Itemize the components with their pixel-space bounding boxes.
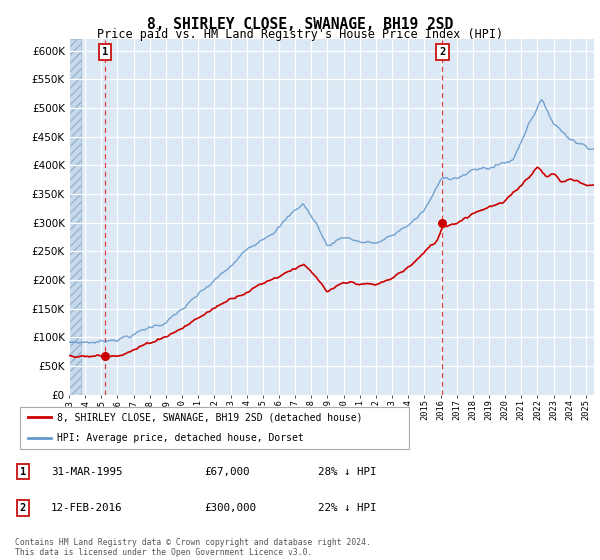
Text: £300,000: £300,000: [204, 503, 256, 513]
Text: 8, SHIRLEY CLOSE, SWANAGE, BH19 2SD: 8, SHIRLEY CLOSE, SWANAGE, BH19 2SD: [147, 17, 453, 32]
Text: 2: 2: [439, 46, 446, 57]
Text: Price paid vs. HM Land Registry's House Price Index (HPI): Price paid vs. HM Land Registry's House …: [97, 28, 503, 41]
Text: HPI: Average price, detached house, Dorset: HPI: Average price, detached house, Dors…: [58, 433, 304, 444]
Text: 1: 1: [20, 466, 26, 477]
FancyBboxPatch shape: [20, 407, 409, 449]
Text: £67,000: £67,000: [204, 466, 250, 477]
Text: 2: 2: [20, 503, 26, 513]
Text: 31-MAR-1995: 31-MAR-1995: [51, 466, 122, 477]
Text: 8, SHIRLEY CLOSE, SWANAGE, BH19 2SD (detached house): 8, SHIRLEY CLOSE, SWANAGE, BH19 2SD (det…: [58, 412, 363, 422]
Text: 28% ↓ HPI: 28% ↓ HPI: [318, 466, 377, 477]
Text: 12-FEB-2016: 12-FEB-2016: [51, 503, 122, 513]
Text: 1: 1: [102, 46, 109, 57]
Text: Contains HM Land Registry data © Crown copyright and database right 2024.
This d: Contains HM Land Registry data © Crown c…: [15, 538, 371, 557]
Text: 22% ↓ HPI: 22% ↓ HPI: [318, 503, 377, 513]
